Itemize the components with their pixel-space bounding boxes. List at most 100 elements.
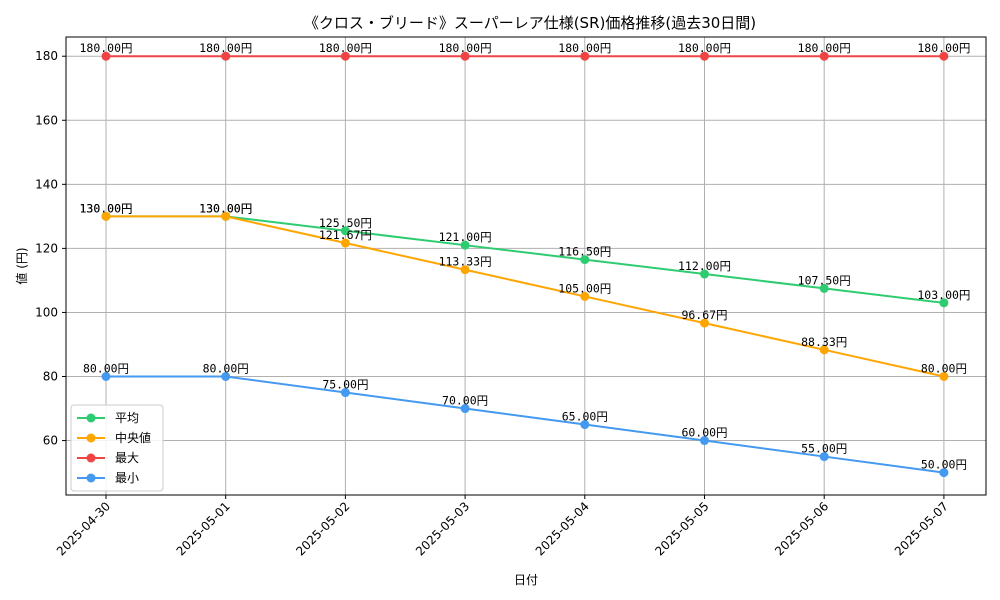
data-point (221, 371, 231, 381)
legend-label: 最大 (115, 451, 139, 465)
x-tick-label: 2025-05-07 (892, 499, 951, 558)
data-point (221, 211, 231, 221)
data-point (700, 436, 709, 446)
legend-label: 最小 (115, 471, 139, 485)
series-line (106, 215, 945, 378)
series-group (101, 51, 949, 478)
x-tick-label: 2025-05-05 (652, 499, 711, 558)
data-label: 180.00円 (79, 41, 132, 55)
x-tick-label: 2025-05-01 (174, 499, 233, 558)
data-label: 112.00円 (678, 259, 731, 273)
data-label: 60.00円 (681, 426, 727, 440)
x-tick-label: 2025-04-30 (54, 499, 113, 558)
data-point (939, 298, 949, 308)
legend-label: 平均 (115, 411, 139, 425)
data-label: 180.00円 (678, 41, 731, 55)
data-label: 130.00円 (199, 201, 252, 215)
data-label: 180.00円 (199, 41, 252, 55)
data-label: 88.33円 (801, 335, 847, 349)
grid (66, 37, 986, 495)
data-label: 116.50円 (558, 245, 611, 259)
data-point (221, 51, 231, 61)
data-point (700, 318, 709, 328)
y-tick-label: 80 (43, 369, 58, 383)
data-point (580, 291, 590, 301)
y-tick-label: 120 (35, 241, 58, 255)
data-point (460, 404, 470, 414)
data-label: 130.00円 (79, 201, 132, 215)
y-tick-label: 140 (35, 177, 58, 191)
data-point (819, 345, 829, 355)
data-point (460, 265, 470, 275)
data-label: 103.00円 (917, 288, 970, 302)
data-point (101, 211, 111, 221)
x-tick-label: 2025-05-03 (413, 499, 472, 558)
data-point (340, 226, 350, 236)
data-label: 80.00円 (83, 361, 129, 375)
data-label: 125.50円 (319, 216, 372, 230)
data-label: 180.00円 (439, 41, 492, 55)
x-tick-label: 2025-05-04 (533, 499, 592, 558)
data-point (819, 283, 829, 293)
data-label: 121.00円 (439, 230, 492, 244)
data-point (819, 452, 829, 462)
data-point (340, 238, 350, 248)
data-label: 65.00円 (562, 410, 608, 424)
data-point (819, 51, 829, 61)
data-point (580, 255, 590, 265)
data-label: 113.33円 (439, 255, 492, 269)
data-point (939, 468, 949, 478)
plot-frame (65, 36, 987, 496)
data-label: 180.00円 (319, 41, 372, 55)
data-point (939, 371, 949, 381)
data-point (460, 51, 470, 61)
data-label: 121.67円 (319, 228, 372, 242)
data-label: 75.00円 (322, 378, 368, 392)
data-point (939, 51, 949, 61)
data-label: 180.00円 (798, 41, 851, 55)
data-label: 180.00円 (558, 41, 611, 55)
data-labels: 130.00円 130.00円 125.50円 121.00円 116.50円 112.0… (79, 41, 970, 471)
x-axis-ticks: 2025-04-30 2025-05-01 2025-05-02 2025-05-03… (54, 495, 951, 558)
data-point (101, 371, 111, 381)
legend-marker (86, 413, 96, 423)
legend-box (70, 404, 164, 492)
legend-label: 中央値 (115, 430, 151, 445)
y-axis-ticks: 60 80 100 120 140 160 180 (35, 49, 66, 448)
data-label: 130.00円 (79, 201, 132, 215)
data-point (580, 51, 590, 61)
x-tick-label: 2025-05-02 (293, 499, 352, 558)
x-tick-label: 2025-05-06 (772, 499, 831, 558)
data-label: 80.00円 (203, 361, 249, 375)
data-label: 107.50円 (798, 273, 851, 287)
legend-marker (86, 453, 96, 463)
data-point (340, 51, 350, 61)
data-point (580, 420, 590, 430)
data-point (700, 269, 709, 279)
data-point (101, 51, 111, 61)
series-line (106, 215, 945, 304)
data-label: 55.00円 (801, 442, 847, 456)
x-axis-label: 日付 (514, 573, 538, 587)
y-tick-label: 100 (35, 305, 58, 319)
data-label: 50.00円 (921, 458, 967, 472)
data-point (460, 240, 470, 250)
data-point (700, 51, 709, 61)
y-axis-label: 値 (円) (14, 247, 29, 284)
legend-marker (86, 433, 96, 443)
data-label: 70.00円 (442, 394, 488, 408)
data-label: 180.00円 (917, 41, 970, 55)
data-label: 105.00円 (558, 281, 611, 295)
y-tick-label: 180 (35, 49, 58, 63)
chart-title: 《クロス・ブリード》スーパーレア仕様(SR)価格推移(過去30日間) (304, 14, 756, 32)
data-label: 130.00円 (199, 201, 252, 215)
y-tick-label: 160 (35, 113, 58, 127)
data-label: 96.67円 (681, 308, 727, 322)
y-tick-label: 60 (43, 434, 58, 448)
data-label: 80.00円 (921, 361, 967, 375)
series-line (106, 375, 945, 474)
data-point (340, 388, 350, 398)
legend-marker (86, 473, 96, 483)
